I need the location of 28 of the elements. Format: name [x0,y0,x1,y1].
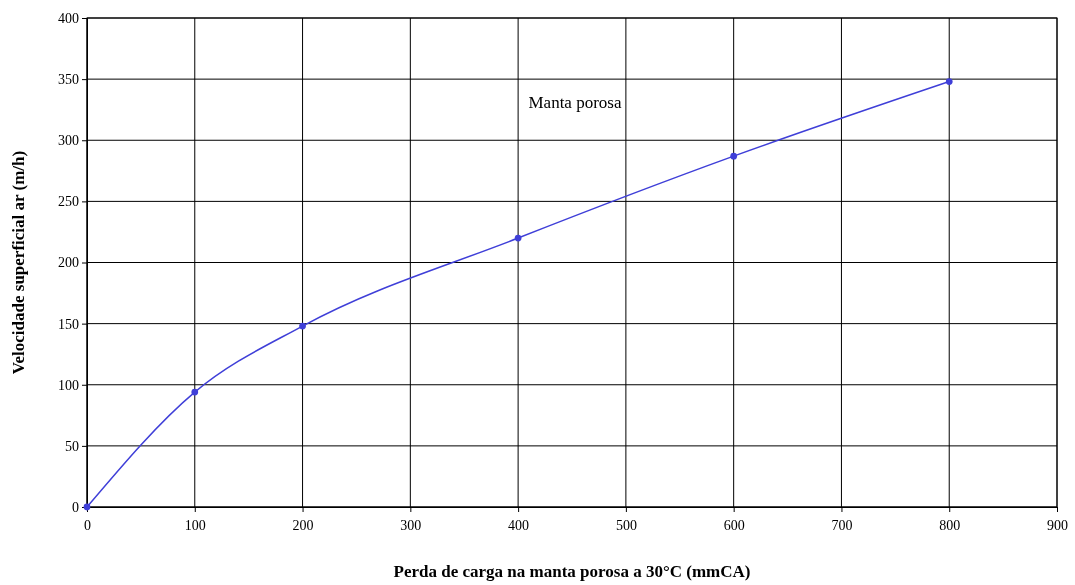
point [730,152,738,160]
y-tick-label: 250 [58,194,79,210]
point [83,503,91,511]
point [191,388,199,396]
x-tick-label: 0 [84,518,91,534]
x-tick-label: 800 [939,518,961,534]
y-tick-label: 0 [72,499,79,515]
x-tick-label: 400 [508,518,530,534]
point [299,322,306,330]
x-tick-label: 100 [184,518,206,534]
y-tick-label: 150 [58,316,79,332]
point [945,78,953,85]
x-tick-label: 300 [400,518,422,534]
x-tick-label: 600 [723,518,745,534]
y-tick-label: 350 [58,72,79,88]
y-tick-label: 100 [58,377,79,393]
x-tick-label: 500 [615,518,637,534]
y-tick-label: 300 [58,133,79,149]
y-tick-label: 200 [58,255,79,271]
x-axis-title: Perda de carga na manta porosa a 30°C (mmCA) [393,562,751,581]
y-tick-label: 400 [58,10,79,26]
x-tick-label: 200 [292,518,314,534]
y-tick-label: 50 [65,438,79,454]
x-tick-label: 900 [1047,518,1068,534]
annotation: Manta porosa [528,93,622,112]
point [514,234,522,242]
x-tick-label: 700 [831,518,853,534]
y-axis-title: Velocidade superficial ar (m/h) [9,150,28,375]
